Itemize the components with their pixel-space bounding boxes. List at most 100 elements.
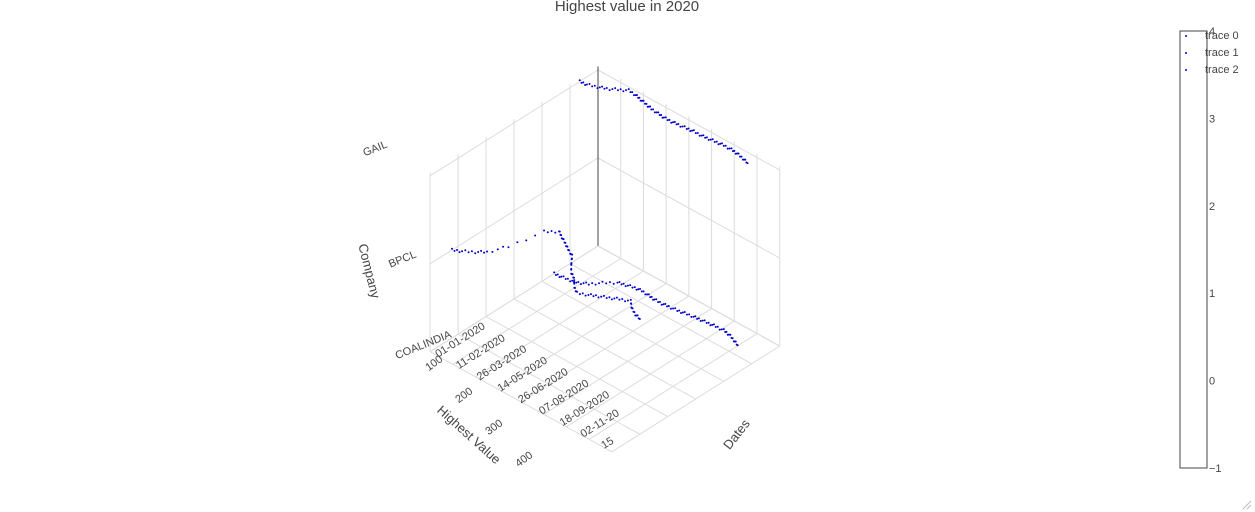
data-point xyxy=(736,152,739,155)
data-point xyxy=(694,132,697,135)
data-point xyxy=(694,315,697,318)
data-point xyxy=(553,271,556,274)
data-point xyxy=(746,162,749,165)
data-point xyxy=(624,285,627,288)
data-point xyxy=(631,307,634,310)
data-point xyxy=(616,281,619,284)
data-point xyxy=(670,121,673,124)
colorbar-frame xyxy=(1179,30,1208,469)
data-point xyxy=(626,284,629,287)
data-point xyxy=(679,125,682,128)
data-point xyxy=(594,294,597,297)
data-point xyxy=(666,305,669,308)
data-point xyxy=(739,155,742,158)
data-point xyxy=(660,113,663,116)
data-point xyxy=(575,281,578,284)
data-point xyxy=(676,309,679,312)
resize-handle-icon[interactable] xyxy=(1242,500,1252,510)
colorbar-tick-label: 0 xyxy=(1209,376,1215,388)
data-point xyxy=(608,281,611,284)
data-point xyxy=(627,88,630,91)
data-point xyxy=(692,315,695,318)
data-point xyxy=(736,344,739,347)
legend-item-trace-0[interactable]: trace 0 xyxy=(1185,30,1239,42)
legend-item-trace-2[interactable]: trace 2 xyxy=(1185,64,1239,76)
legend-item-trace-1[interactable]: trace 1 xyxy=(1185,47,1239,59)
data-point xyxy=(507,246,510,249)
data-points xyxy=(451,79,749,347)
y-tick-label: GAIL xyxy=(361,139,389,160)
data-point xyxy=(602,294,605,297)
data-point xyxy=(668,118,671,121)
data-point xyxy=(644,293,647,296)
data-point xyxy=(724,144,727,147)
data-point xyxy=(630,302,633,305)
data-point xyxy=(650,295,653,298)
data-point xyxy=(664,116,667,119)
data-point xyxy=(731,337,734,340)
data-point xyxy=(573,279,576,282)
data-point xyxy=(614,87,617,90)
data-point xyxy=(601,280,604,283)
data-point xyxy=(618,280,621,283)
data-point xyxy=(594,283,597,286)
data-point xyxy=(704,136,707,139)
data-point xyxy=(600,295,603,298)
data-point xyxy=(740,155,743,158)
data-point xyxy=(467,251,470,254)
axis-title-y: Company xyxy=(355,242,383,300)
data-point xyxy=(718,328,721,331)
data-point xyxy=(699,319,702,322)
data-point xyxy=(584,294,587,297)
data-point xyxy=(560,275,563,278)
data-point xyxy=(502,245,505,248)
data-point xyxy=(629,298,632,301)
wall-grid-line xyxy=(429,69,599,177)
data-point xyxy=(534,234,537,237)
data-point xyxy=(702,134,705,137)
legend-marker-icon xyxy=(1185,69,1187,71)
data-point xyxy=(633,311,636,314)
data-point xyxy=(669,307,672,310)
data-point xyxy=(558,276,561,279)
data-point xyxy=(622,90,625,93)
data-point xyxy=(674,307,677,310)
wall-grid-line xyxy=(597,157,780,259)
data-point xyxy=(570,268,573,271)
data-point xyxy=(605,87,608,90)
data-point xyxy=(728,147,731,150)
data-point xyxy=(697,317,700,320)
data-point xyxy=(580,81,583,84)
colorbar: 4 3 2 1 0 −1 xyxy=(1179,26,1222,475)
data-point xyxy=(576,290,579,293)
data-point xyxy=(456,249,459,252)
data-point xyxy=(650,108,653,111)
data-point xyxy=(681,311,684,314)
data-point xyxy=(707,321,710,324)
data-point xyxy=(605,282,608,285)
floor-grid-line xyxy=(569,263,752,365)
floor-grid-line xyxy=(513,298,696,400)
data-point xyxy=(678,309,681,312)
data-point xyxy=(608,296,611,299)
data-point xyxy=(720,328,723,331)
data-point xyxy=(525,239,528,242)
data-point xyxy=(716,325,719,328)
data-point xyxy=(701,319,704,322)
data-point xyxy=(591,282,594,285)
data-point xyxy=(612,282,615,285)
data-point xyxy=(477,251,480,254)
data-point xyxy=(587,293,590,296)
data-point xyxy=(722,328,725,331)
data-point xyxy=(638,317,641,320)
data-point xyxy=(564,241,567,244)
data-point xyxy=(582,81,585,84)
data-point xyxy=(655,298,658,301)
data-point xyxy=(698,134,701,137)
data-point xyxy=(700,134,703,137)
data-point xyxy=(711,323,714,326)
data-point xyxy=(685,313,688,316)
data-point xyxy=(662,116,665,119)
legend-marker-icon xyxy=(1185,35,1187,37)
legend[interactable]: trace 0 trace 1 trace 2 xyxy=(1185,30,1239,76)
